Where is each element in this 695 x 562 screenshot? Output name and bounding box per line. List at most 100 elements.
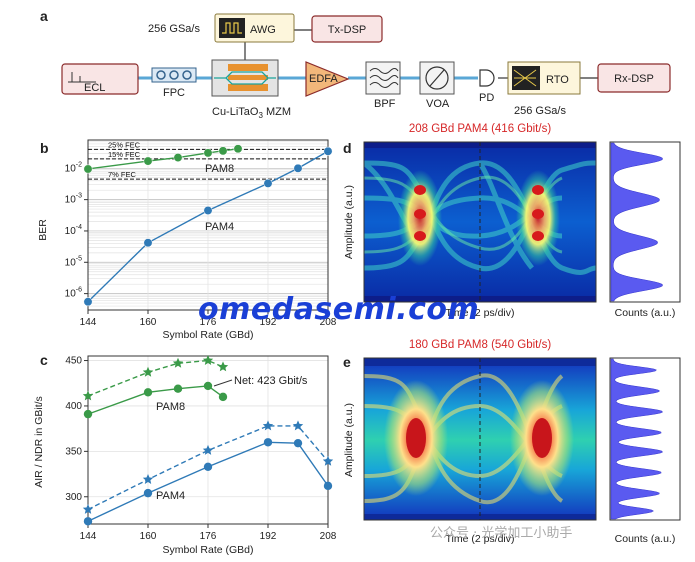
air-point-pam8-ndr [143, 388, 153, 397]
air-series-pam8-air [87, 359, 224, 397]
ber-point-pam4 [293, 163, 303, 173]
air-pam4-label: PAM4 [156, 490, 185, 502]
air-point-pam4-air [142, 474, 154, 484]
fec-threshold-label: 15% FEC [108, 150, 141, 159]
eye-d-xlabel: Time (2 ps/div) [445, 307, 514, 319]
ber-pam4-label: PAM4 [205, 221, 234, 233]
setup-diagram: ECL FPC Cu-LiTaO3 MZM AWG 256 GSa/s Tx-D… [61, 13, 671, 120]
eye-e-frame [363, 357, 597, 521]
hist-e [610, 358, 663, 520]
air-point-pam8-ndr [173, 384, 183, 393]
mzm-icon [211, 59, 279, 97]
ber-point-pam8 [218, 146, 228, 156]
watermark: omedasemi.com [198, 292, 480, 327]
bpf-icon [365, 61, 401, 95]
pd-label: PD [479, 92, 494, 104]
fec-threshold-label: 25% FEC [108, 140, 141, 149]
tx-dsp-box [311, 15, 383, 43]
air-point-pam8-air [172, 357, 184, 368]
air-y-label: AIR / NDR in GBit/s [33, 396, 45, 488]
air-y-tick: 400 [65, 401, 82, 412]
rto-label: RTO [546, 74, 569, 86]
ber-series-pam4 [87, 150, 329, 303]
air-pam8-label: PAM8 [156, 401, 185, 413]
ber-x-tick: 176 [200, 317, 217, 328]
air-series-pam4-ndr [87, 441, 329, 522]
ber-point-pam8 [143, 156, 153, 166]
air-point-pam8-air [142, 366, 154, 377]
air-x-tick: 176 [200, 531, 217, 542]
ber-y-tick: 10-2 [65, 161, 82, 174]
ber-x-label: Symbol Rate (GBd) [162, 329, 253, 341]
air-point-pam4-ndr [203, 462, 213, 471]
watermark-cn: 公众号 · 光学加工小助手 [430, 526, 573, 541]
air-x-tick: 160 [140, 531, 157, 542]
rx-dsp-label: Rx-DSP [614, 73, 654, 85]
edfa-label: EDFA [309, 73, 338, 85]
air-point-pam4-air [262, 420, 274, 431]
ber-point-pam4 [203, 206, 213, 215]
air-point-pam8-ndr [203, 381, 213, 391]
fpc-icon [151, 67, 197, 83]
air-point-pam4-air [82, 504, 94, 514]
hist-d [610, 142, 663, 302]
air-point-pam4-ndr [263, 438, 273, 447]
awg-label: AWG [250, 24, 276, 36]
ber-point-pam4 [83, 297, 93, 307]
sample-rate-rx: 256 GSa/s [514, 105, 566, 117]
fec-threshold-label: 7% FEC [108, 170, 137, 179]
panel-c-letter: c [40, 352, 48, 368]
ber-point-pam8 [203, 148, 213, 158]
ber-y-tick: 10-6 [65, 287, 82, 300]
fpc-label: FPC [163, 87, 185, 99]
voa-label: VOA [426, 98, 450, 110]
sample-rate-tx: 256 GSa/s [148, 23, 200, 35]
ecl-label: ECL [84, 82, 105, 94]
ber-y-tick: 10-5 [65, 255, 82, 268]
awg-icon [219, 18, 245, 38]
eye-diagram-d: 208 GBd PAM4 (416 Gbit/s) Amplitude (a.u… [343, 123, 681, 319]
air-x-tick: 192 [260, 531, 277, 542]
air-x-tick: 144 [80, 531, 97, 542]
ber-pam8-label: PAM8 [205, 163, 234, 175]
ber-point-pam4 [323, 146, 333, 156]
air-chart: 144 160 176 192 208 300 350 400 450 AIR / NDR i… [33, 355, 337, 556]
pd-icon [479, 69, 495, 87]
ber-point-pam4 [143, 238, 153, 248]
panel-e-letter: e [343, 354, 351, 370]
air-point-pam4-air [292, 420, 304, 431]
hist-d-label: Counts (a.u.) [615, 307, 676, 319]
air-point-pam4-air [202, 444, 214, 455]
air-point-pam4-ndr [83, 517, 93, 526]
tx-dsp-label: Tx-DSP [328, 24, 367, 36]
hist-e-label: Counts (a.u.) [615, 533, 676, 545]
ber-point-pam8 [233, 144, 243, 154]
ber-x-tick: 208 [320, 317, 337, 328]
air-point-pam8-ndr [218, 392, 228, 402]
air-point-pam8-air [82, 390, 94, 401]
net-label: Net: 423 Gbit/s [234, 375, 308, 387]
ber-y-tick: 10-3 [65, 193, 82, 206]
panel-d-letter: d [343, 140, 352, 156]
air-point-pam4-ndr [143, 488, 153, 498]
panel-a-letter: a [40, 8, 48, 24]
ber-y-label: BER [37, 219, 49, 241]
air-point-pam4-air [322, 455, 334, 466]
air-x-label: Symbol Rate (GBd) [162, 544, 253, 556]
air-point-pam8-ndr [83, 409, 93, 419]
bpf-label: BPF [374, 98, 396, 110]
ber-point-pam8 [83, 164, 93, 174]
ber-x-tick: 160 [140, 317, 157, 328]
eye-d-frame [363, 141, 597, 303]
eye-e-ylabel: Amplitude (a.u.) [343, 403, 355, 477]
mzm-label: Cu-LiTaO3 MZM [212, 106, 291, 120]
air-point-pam4-ndr [293, 438, 303, 448]
ecl-box [61, 63, 139, 95]
air-y-tick: 450 [65, 356, 82, 367]
eye-e-title: 180 GBd PAM8 (540 Gbit/s) [409, 339, 551, 351]
rx-dsp-box [597, 63, 671, 93]
ber-point-pam8 [173, 153, 183, 163]
ber-y-tick: 10-4 [65, 224, 82, 237]
air-point-pam8-air [202, 355, 214, 365]
